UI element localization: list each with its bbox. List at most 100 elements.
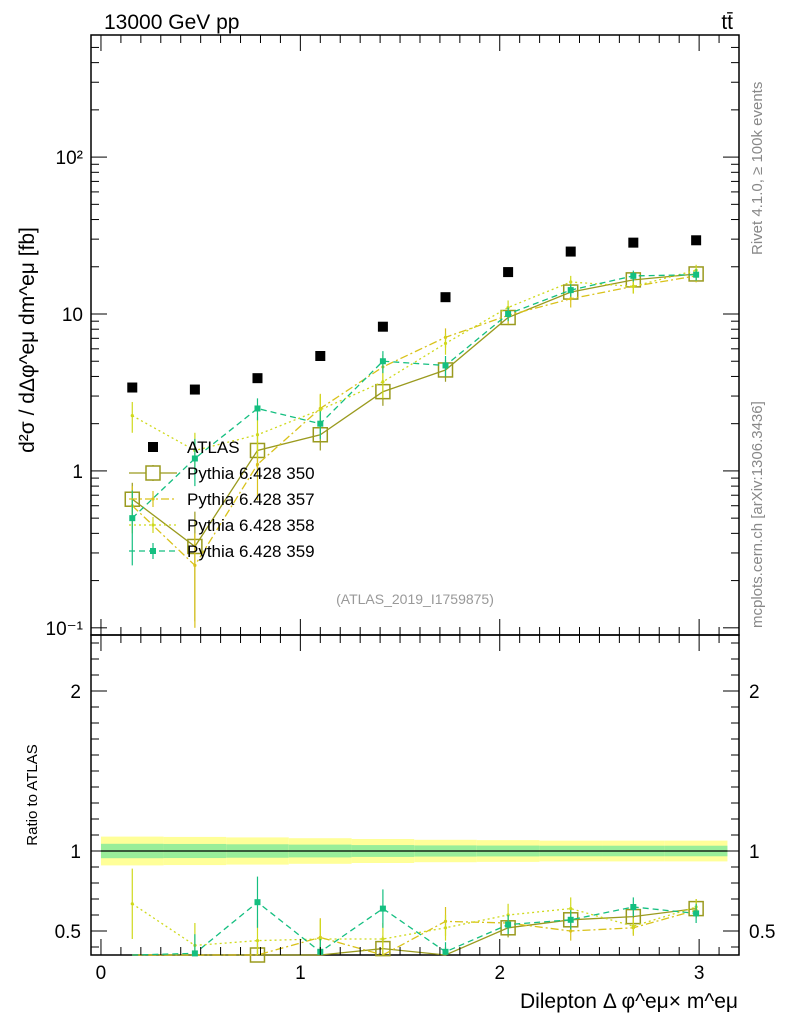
ratio-series-layer <box>130 868 704 963</box>
atlas-point <box>127 382 138 393</box>
ratio-y-tick-label-right: 2 <box>749 682 760 703</box>
p359-point <box>254 405 261 412</box>
legend-entry-0: ATLAS <box>148 438 240 457</box>
p359-point <box>191 455 198 462</box>
ratio-panel-frame <box>90 634 740 956</box>
main-series-line <box>131 269 697 452</box>
mc-point <box>443 341 448 345</box>
main-y-label: d²σ / dΔφ^eμ dm^eμ [fb] <box>16 227 39 453</box>
legend-label: ATLAS <box>187 438 240 457</box>
ratio-y-axis-title: Ratio to ATLAS <box>24 744 41 845</box>
legend-open-marker <box>145 465 161 481</box>
mc-point <box>193 563 197 567</box>
ratio-series-line <box>132 901 697 956</box>
ratio-mc-point <box>130 902 134 906</box>
x-tick-label: 1 <box>295 963 306 984</box>
mc-point <box>255 462 260 467</box>
x-axis-title: Dilepton Δ φ^eμ× m^eμ <box>520 990 738 1013</box>
process-label: tt̄ <box>721 11 733 34</box>
ratio-mc-point <box>631 924 635 928</box>
main-y-axis-title: d²σ / dΔφ^eμ dm^eμ [fb] <box>16 227 39 453</box>
ratio-p359-point <box>567 916 574 923</box>
legend-atlas-marker <box>148 442 158 452</box>
analysis-id: (ATLAS_2019_I1759875) <box>336 591 494 607</box>
main-y-tick-label: 10⁻¹ <box>46 619 84 640</box>
ratio-y-tick-label: 1 <box>70 842 81 863</box>
legend-label: Pythia 6.428 350 <box>187 464 315 483</box>
ratio-series-2 <box>130 868 698 955</box>
ratio-y-tick-label-right: 1 <box>749 842 760 863</box>
rivet-label: Rivet 4.1.0, ≥ 100k events <box>749 82 766 255</box>
ratio-p359-point <box>505 921 512 928</box>
ratio-mc-point <box>381 937 385 941</box>
atlas-point <box>377 321 388 332</box>
main-y-tick-label: 10 <box>62 305 83 326</box>
ratio-mc-point <box>569 929 573 933</box>
legend-label: Pythia 6.428 359 <box>187 542 315 561</box>
atlas-point <box>252 373 263 384</box>
ratio-y-tick-label-right: 0.5 <box>749 922 775 943</box>
mc-point <box>255 433 260 437</box>
mc-point <box>569 280 573 284</box>
p359-point <box>693 271 700 278</box>
p359-point <box>317 420 324 427</box>
atlas-point <box>503 267 514 278</box>
mc-point <box>130 414 134 418</box>
ratio-mc-point <box>569 907 573 911</box>
legend-entry-3: Pythia 6.428 358 <box>129 516 315 535</box>
ratio-p359-point <box>630 904 637 910</box>
p359-point <box>505 311 512 318</box>
legend-label: Pythia 6.428 358 <box>187 516 315 535</box>
mc-point <box>631 284 635 288</box>
atlas-point <box>315 350 326 361</box>
mc-point <box>318 408 322 412</box>
ratio-p359-point <box>379 905 386 912</box>
axes-ticks: 10⁻¹ 1 10 10² 0 1 2 3 0.5 0.5 1 1 2 2 <box>46 34 775 984</box>
atlas-point <box>691 235 702 246</box>
main-series-0 <box>127 235 702 395</box>
main-y-tick-label: 10² <box>56 148 83 169</box>
ratio-y-label: Ratio to ATLAS <box>24 744 41 845</box>
main-series-line <box>131 274 697 519</box>
ratio-p359-point <box>442 948 449 955</box>
main-y-tick-label: 1 <box>72 462 83 483</box>
ratio-series-3 <box>132 876 700 957</box>
ratio-p359-point <box>191 950 198 957</box>
atlas-point <box>565 246 576 257</box>
x-tick-label: 2 <box>494 963 505 984</box>
legend: ATLAS Pythia 6.428 350 Pythia 6.428 357 Pyt… <box>129 438 315 561</box>
main-series-line <box>131 273 697 548</box>
main-series-line <box>131 275 697 567</box>
legend-entry-1: Pythia 6.428 350 <box>129 464 315 483</box>
ratio-series-0 <box>132 899 704 963</box>
p359-point <box>630 272 637 279</box>
legend-entry-4: Pythia 6.428 359 <box>129 542 315 561</box>
mcplots-label: mcplots.cern.ch [arXiv:1306.3436] <box>749 401 766 628</box>
ratio-series-line <box>131 903 697 947</box>
ratio-series-line <box>132 907 697 956</box>
p359-point <box>567 287 574 294</box>
ratio-series-line <box>132 909 697 956</box>
atlas-point <box>628 237 639 248</box>
energy-label: 13000 GeV pp <box>104 11 239 34</box>
legend-label: Pythia 6.428 357 <box>187 490 315 509</box>
legend-marker <box>151 497 155 501</box>
ratio-p359-point <box>254 899 261 906</box>
p359-point <box>379 358 386 365</box>
ratio-y-tick-label: 0.5 <box>55 922 81 943</box>
legend-marker <box>150 548 156 554</box>
main-series-layer <box>124 235 704 628</box>
ratio-mc-point <box>255 939 260 943</box>
legend-entry-2: Pythia 6.428 357 <box>129 490 315 509</box>
ratio-mc-point <box>443 926 448 930</box>
mc-point <box>381 380 385 384</box>
ratio-bands <box>100 836 728 866</box>
p359-point <box>129 515 136 522</box>
ratio-p359-point <box>693 910 700 917</box>
mc-point <box>569 297 573 301</box>
x-tick-label: 0 <box>96 963 107 984</box>
ratio-series-1 <box>132 902 698 956</box>
legend-marker <box>151 523 155 527</box>
